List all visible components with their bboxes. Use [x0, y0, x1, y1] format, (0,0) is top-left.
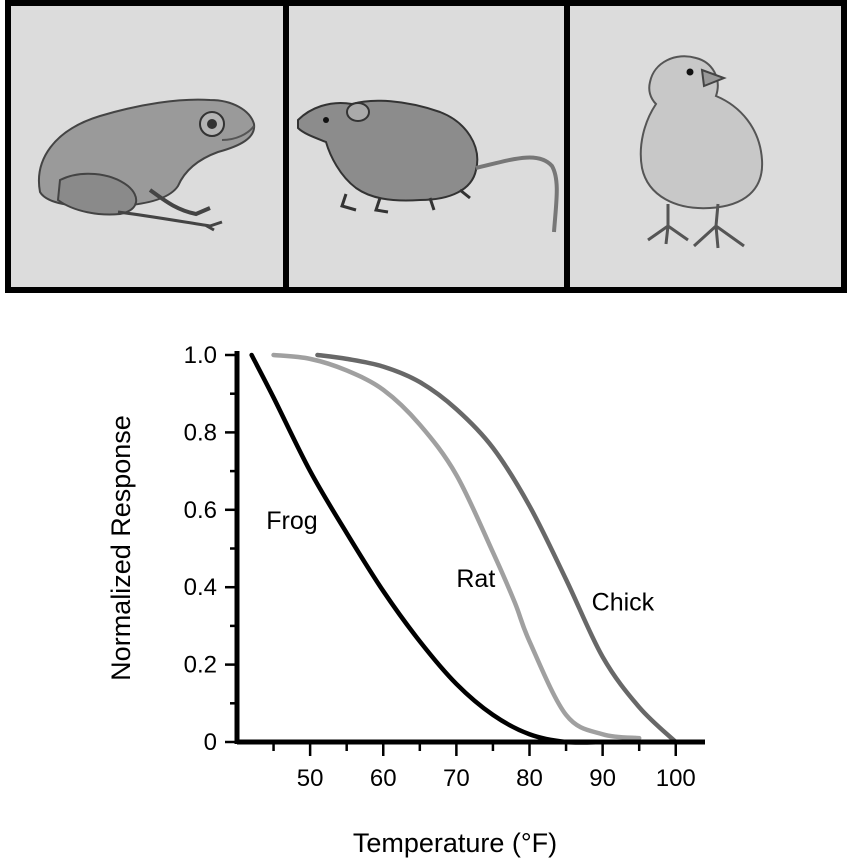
- x-tick-label: 70: [443, 765, 470, 792]
- animal-panels: [5, 0, 847, 293]
- series-label-rat: Rat: [456, 565, 495, 593]
- x-tick-label: 90: [589, 765, 616, 792]
- label-layer: Frog Rat Chick: [266, 507, 654, 616]
- y-tick-label: 0: [204, 729, 217, 756]
- series-layer: [249, 352, 678, 745]
- y-tick-label: 1.0: [184, 342, 217, 369]
- rat-icon: [297, 99, 559, 233]
- tick-layer: 50 60 70 80 90 100 0 0.2 0.4 0.6 0.8 1.0: [184, 342, 696, 792]
- panel-chick-frame: [564, 0, 847, 293]
- x-tick-label: 100: [656, 765, 696, 792]
- series-label-frog: Frog: [266, 507, 317, 535]
- chart: 50 60 70 80 90 100 0 0.2 0.4 0.6 0.8 1.0 Frog Rat Chi…: [106, 342, 705, 858]
- y-tick-label: 0.4: [184, 574, 217, 601]
- y-axis-title: Normalized Response: [106, 415, 136, 681]
- series-label-chick: Chick: [592, 588, 655, 616]
- series-line-rat: [271, 352, 642, 741]
- x-tick-label: 80: [516, 765, 543, 792]
- frog-icon: [38, 98, 256, 232]
- axis-layer: [234, 351, 705, 745]
- y-tick-label: 0.8: [184, 419, 217, 446]
- y-tick-label: 0.6: [184, 497, 217, 524]
- series-line-frog: [249, 352, 605, 745]
- x-axis-title: Temperature (°F): [353, 828, 557, 858]
- y-tick-label: 0.2: [184, 652, 217, 679]
- series-line-chick: [315, 352, 678, 745]
- chick-icon: [639, 55, 764, 249]
- x-tick-label: 60: [370, 765, 397, 792]
- x-tick-label: 50: [297, 765, 324, 792]
